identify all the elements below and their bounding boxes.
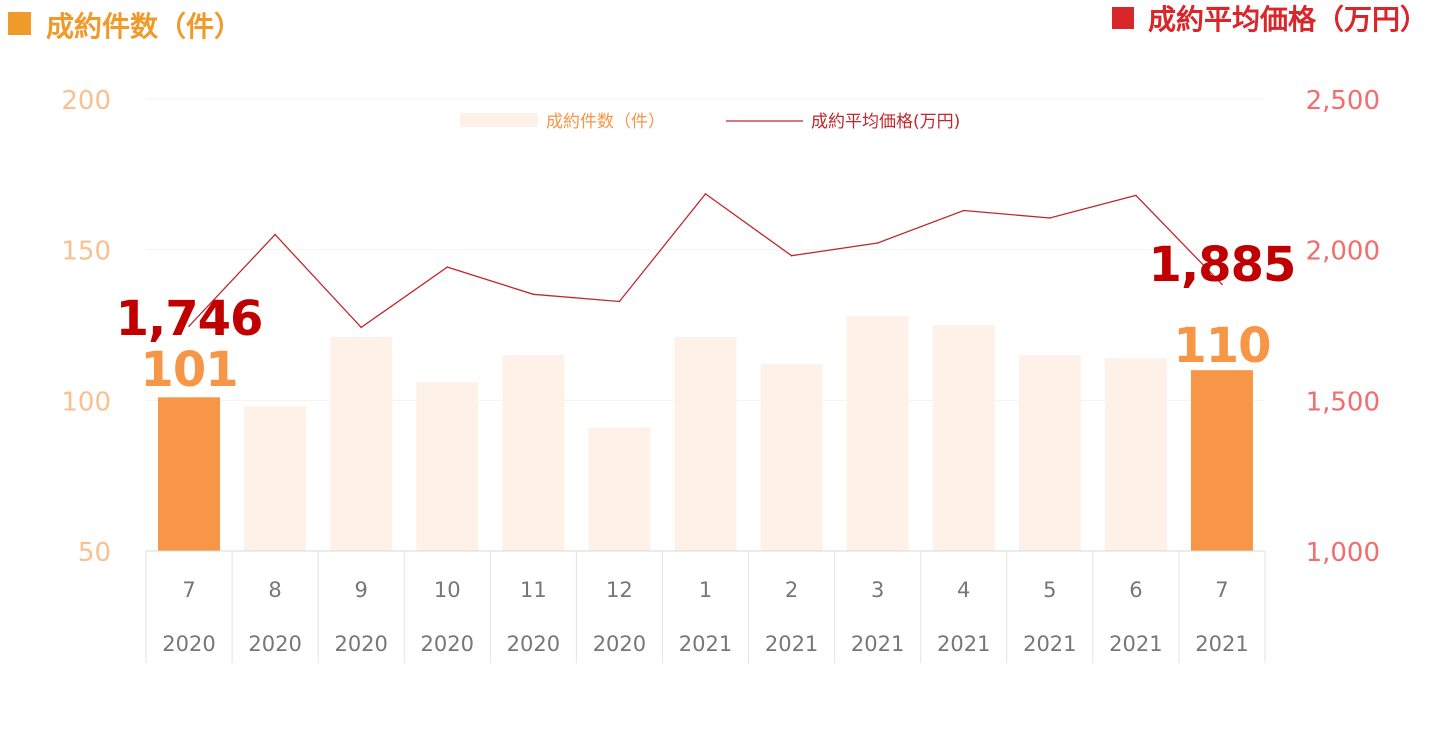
legend: 成約件数（件） 成約平均価格(万円) <box>460 112 960 132</box>
x-tick-year: 2020 <box>593 632 646 656</box>
line-point <box>876 242 879 244</box>
line-point <box>446 266 449 268</box>
right-axis-tick-label: 2,000 <box>1306 237 1380 267</box>
callout-first-price: 1,746 <box>116 291 263 347</box>
line-point <box>1049 217 1051 219</box>
x-tick-month: 2 <box>785 578 798 602</box>
x-tick-year: 2020 <box>334 632 387 656</box>
x-tick-month: 4 <box>957 578 970 602</box>
bar <box>1104 358 1167 551</box>
right-header: 成約平均価格（万円） <box>1112 3 1428 36</box>
left-header: 成約件数（件） <box>8 10 242 43</box>
bar <box>502 355 565 551</box>
bar <box>244 406 307 551</box>
x-tick-year: 2021 <box>765 632 818 656</box>
line-point <box>618 300 621 303</box>
x-tick-month: 1 <box>699 578 712 602</box>
line-point <box>188 325 190 328</box>
bar <box>846 315 909 551</box>
x-tick-year: 2021 <box>851 632 904 656</box>
left-header-square-icon <box>8 12 31 35</box>
x-tick-year: 2020 <box>162 632 215 656</box>
line-series <box>188 193 1223 329</box>
x-tick-month: 8 <box>268 578 281 602</box>
price-line <box>188 193 1223 329</box>
right-axis-tick-label: 1,000 <box>1306 538 1380 568</box>
right-header-square-icon <box>1112 7 1134 29</box>
left-axis-tick-label: 100 <box>61 387 111 417</box>
x-tick-year: 2021 <box>1109 632 1162 656</box>
x-tick-year: 2021 <box>1195 632 1248 656</box>
right-axis-tick-label: 1,500 <box>1306 387 1380 417</box>
x-tick-month: 10 <box>434 578 461 602</box>
line-point <box>790 254 793 257</box>
line-point <box>274 233 276 236</box>
x-tick-month: 12 <box>606 578 633 602</box>
x-tick-month: 3 <box>871 578 884 602</box>
left-axis-tick-label: 200 <box>61 86 111 116</box>
bar <box>1018 355 1081 551</box>
legend-line-label: 成約平均価格(万円) <box>811 112 960 132</box>
bar-highlight <box>158 397 221 551</box>
bar <box>588 427 651 551</box>
callout-first-count: 101 <box>140 342 237 398</box>
x-tick-year: 2020 <box>507 632 560 656</box>
x-tick-year: 2021 <box>679 632 732 656</box>
bar <box>760 364 823 551</box>
line-point <box>1135 194 1137 197</box>
bar <box>932 325 995 551</box>
bar <box>674 337 737 551</box>
right-axis: 1,000 1,500 2,000 2,500 <box>1306 86 1380 568</box>
callout-last-price: 1,885 <box>1149 237 1296 293</box>
legend-bar-swatch <box>460 113 538 127</box>
x-tick-year: 2021 <box>1023 632 1076 656</box>
callout-last-count: 110 <box>1173 318 1270 374</box>
line-point <box>532 293 535 296</box>
x-tick-month: 11 <box>520 578 547 602</box>
x-tick-year: 2020 <box>248 632 301 656</box>
right-header-title: 成約平均価格（万円） <box>1148 3 1428 36</box>
left-axis-tick-label: 150 <box>61 237 111 267</box>
x-tick-month: 5 <box>1043 578 1056 602</box>
bar <box>330 337 393 551</box>
x-axis: 7 2020 8 2020 9 2020 10 2020 11 2020 12 2020 1 2021 2 2… <box>145 550 1266 663</box>
line-point <box>704 193 707 195</box>
x-tick-month: 7 <box>182 578 195 602</box>
x-tick-year: 2021 <box>937 632 990 656</box>
left-axis: 50 100 150 200 <box>61 86 111 568</box>
x-tick-month: 9 <box>355 578 368 602</box>
left-header-title: 成約件数（件） <box>46 10 242 43</box>
x-tick-month: 6 <box>1129 578 1142 602</box>
line-point <box>1221 283 1223 286</box>
line-point <box>962 209 965 212</box>
legend-bar-label: 成約件数（件） <box>546 112 665 132</box>
x-tick-year: 2020 <box>421 632 474 656</box>
bar <box>416 382 479 551</box>
left-axis-tick-label: 50 <box>78 538 111 568</box>
line-point <box>360 326 362 329</box>
x-tick-month: 7 <box>1215 578 1228 602</box>
right-axis-tick-label: 2,500 <box>1306 86 1380 116</box>
bar-highlight <box>1190 370 1253 551</box>
bar-series <box>158 315 1253 551</box>
